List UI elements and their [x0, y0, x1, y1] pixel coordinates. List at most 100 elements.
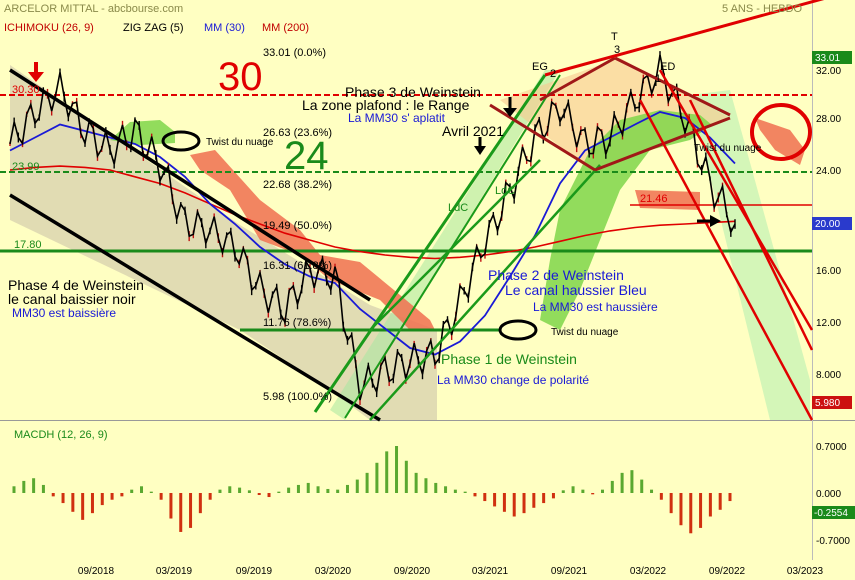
x-tick-label: 09/2021: [551, 566, 588, 577]
macd-bar: [463, 491, 467, 493]
level-label-24: 23.99: [12, 161, 40, 173]
cloud-green-2: [540, 110, 712, 330]
macd-bar: [532, 493, 536, 508]
macd-bar: [640, 479, 644, 493]
macd-bar: [444, 486, 448, 493]
eg-label: EG: [532, 61, 548, 73]
macd-bar: [679, 493, 683, 526]
macd-bar: [355, 479, 359, 493]
y-tick-label: 8.000: [816, 370, 841, 381]
eg-number: 2: [550, 68, 556, 80]
macd-tag-label: -0.2554: [814, 508, 848, 519]
annotation-24: 24: [284, 134, 329, 178]
macd-y-tick-label: -0.7000: [816, 536, 850, 547]
legend-ichimoku: ICHIMOKU (26, 9): [4, 22, 94, 34]
macd-bar: [404, 460, 408, 493]
macd-bar: [110, 493, 114, 500]
macd-bar: [512, 493, 516, 517]
macd-bar: [208, 493, 212, 500]
x-tick-label: 09/2019: [236, 566, 273, 577]
price-tag-high-label: 33.01: [815, 53, 840, 64]
chart-title: ARCELOR MITTAL - abcbourse.com: [4, 3, 183, 15]
twist-label-3: Twist du nuage: [694, 143, 762, 154]
green-channel-left: [313, 74, 547, 413]
macd-bar: [473, 493, 477, 497]
legend-zigzag: ZIG ZAG (5): [123, 22, 184, 34]
macd-bar: [659, 493, 663, 500]
macd-bar: [336, 489, 340, 493]
black-arrow-right-icon: [697, 215, 721, 227]
macd-bars: 0.7000 0.000 -0.7000: [12, 442, 850, 547]
red-channel-left: [638, 99, 814, 421]
macd-bar: [728, 493, 732, 502]
price-tag-last-label: 20.00: [815, 219, 840, 230]
fib-500: 19.49 (50.0%): [263, 220, 332, 232]
macd-bar: [689, 493, 693, 534]
macd-bar: [41, 484, 45, 493]
ed-number: 1: [655, 73, 661, 85]
macd-bar: [238, 487, 242, 493]
macd-bar: [169, 493, 173, 519]
mm200-line: [9, 165, 736, 260]
macd-bar: [267, 493, 271, 498]
macd-bar: [51, 493, 55, 497]
phase1-mm: La MM30 change de polarité: [437, 373, 589, 387]
macd-bar: [179, 493, 183, 532]
macd-bar: [630, 470, 634, 493]
legend-mm200: MM (200): [262, 22, 309, 34]
macd-bar: [365, 472, 369, 493]
macd-bar: [61, 493, 65, 504]
red-channel-right-2: [688, 99, 814, 351]
x-tick-label: 09/2020: [394, 566, 431, 577]
macd-bar: [130, 489, 134, 493]
annotation-30: 30: [218, 55, 263, 99]
phase2-subtitle: Le canal haussier Bleu: [505, 282, 647, 298]
macd-bar: [542, 493, 546, 504]
macd-bar: [493, 493, 497, 507]
top-label: T: [611, 31, 618, 43]
phase4-subtitle: le canal baissier noir: [8, 291, 136, 307]
period-label: 5 ANS - HEBDO: [722, 3, 803, 15]
ldc-label-1: LdC: [448, 202, 468, 214]
macd-bar: [600, 489, 604, 493]
level-label-30: 30.30: [12, 84, 40, 96]
avril-label: Avril 2021: [442, 123, 504, 139]
macd-bar: [287, 487, 291, 493]
macd-bar: [120, 493, 124, 497]
x-axis: 09/2018 03/2019 09/2019 03/2020 09/2020 03/20…: [78, 566, 824, 577]
macd-bar: [100, 493, 104, 506]
macd-bar: [32, 478, 36, 493]
macd-bar: [22, 480, 26, 493]
macd-bar: [12, 486, 16, 493]
macd-bar: [149, 491, 153, 493]
macd-bar: [296, 484, 300, 493]
macd-bar: [277, 491, 281, 493]
macd-bar: [159, 493, 163, 500]
ldc-label-2: LdC: [495, 185, 515, 197]
macd-bar: [708, 493, 712, 517]
x-tick-label: 03/2020: [315, 566, 352, 577]
macd-bar: [140, 486, 144, 493]
macd-bar: [610, 480, 614, 493]
fib-0: 33.01 (0.0%): [263, 47, 326, 59]
fib-236: 26.63 (23.6%): [263, 127, 332, 139]
legend-mm30: MM (30): [204, 22, 245, 34]
macd-bar: [650, 489, 654, 493]
twist-label-1: Twist du nuage: [206, 137, 274, 148]
macd-y-tick-label: 0.000: [816, 489, 841, 500]
red-channel-right: [658, 69, 814, 331]
macd-bar: [561, 490, 565, 493]
macd-bar: [71, 493, 75, 512]
macd-bar: [306, 482, 310, 493]
macd-bar: [522, 493, 526, 514]
macd-bar: [453, 489, 457, 493]
macd-bar: [414, 472, 418, 493]
twist-circle-3: [750, 103, 812, 161]
black-channel-top: [9, 68, 371, 302]
y-tick-label: 16.00: [816, 266, 841, 277]
macd-title: MACDH (12, 26, 9): [14, 429, 108, 441]
phase3-title: Phase 3 de Weinstein: [345, 84, 481, 100]
macd-bar: [591, 493, 595, 495]
